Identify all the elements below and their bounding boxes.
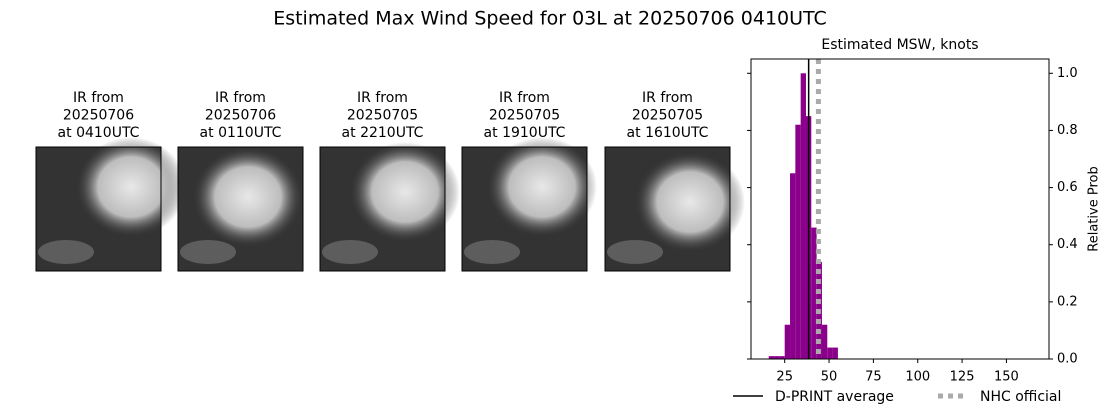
x-tick-label: 50 [821, 370, 838, 385]
storm-cloud [350, 142, 460, 242]
y-tick-label: 1.0 [1057, 66, 1078, 81]
x-tick-label: 25 [776, 370, 793, 385]
panel-label: IR from [642, 90, 693, 106]
bar [785, 325, 790, 359]
bar [811, 228, 816, 359]
y-axis-label: Relative Prob [1087, 166, 1100, 251]
legend-label: NHC official [980, 389, 1061, 405]
x-tick-label: 75 [865, 370, 882, 385]
y-tick-label: 0.0 [1057, 352, 1078, 367]
panel-label: 20250705 [489, 108, 560, 124]
cloud [180, 240, 236, 264]
panel-label: at 1610UTC [627, 125, 709, 141]
panel-label: at 2210UTC [342, 125, 424, 141]
legend-label: D-PRINT average [775, 389, 894, 405]
cloud [38, 240, 94, 264]
storm-cloud [487, 137, 597, 237]
cloud [322, 240, 378, 264]
storm-cloud [635, 152, 745, 252]
panel-label: IR from [357, 90, 408, 106]
bar [790, 173, 795, 359]
panel-label: 20250706 [63, 108, 134, 124]
chart-title: Estimated MSW, knots [821, 37, 978, 53]
x-tick-label: 150 [994, 370, 1019, 385]
panel-label: 20250705 [632, 108, 703, 124]
x-tick-label: 100 [905, 370, 930, 385]
bar [795, 125, 800, 359]
storm-cloud [193, 147, 303, 247]
figure-title: Estimated Max Wind Speed for 03L at 2025… [273, 8, 827, 30]
panel-label: at 0110UTC [200, 125, 282, 141]
bar [833, 348, 838, 359]
storm-cloud [76, 137, 186, 237]
y-tick-label: 0.4 [1057, 237, 1078, 252]
cloud [607, 240, 663, 264]
y-tick-label: 0.8 [1057, 123, 1078, 138]
y-tick-label: 0.2 [1057, 294, 1078, 309]
x-tick-label: 125 [950, 370, 975, 385]
bar [822, 325, 827, 359]
panel-label: IR from [499, 90, 550, 106]
panel-label: IR from [215, 90, 266, 106]
y-tick-label: 0.6 [1057, 180, 1078, 195]
panel-label: IR from [73, 90, 124, 106]
bar [827, 348, 832, 359]
cloud [464, 240, 520, 264]
panel-label: 20250705 [347, 108, 418, 124]
bar [801, 73, 806, 359]
panel-label: 20250706 [205, 108, 276, 124]
